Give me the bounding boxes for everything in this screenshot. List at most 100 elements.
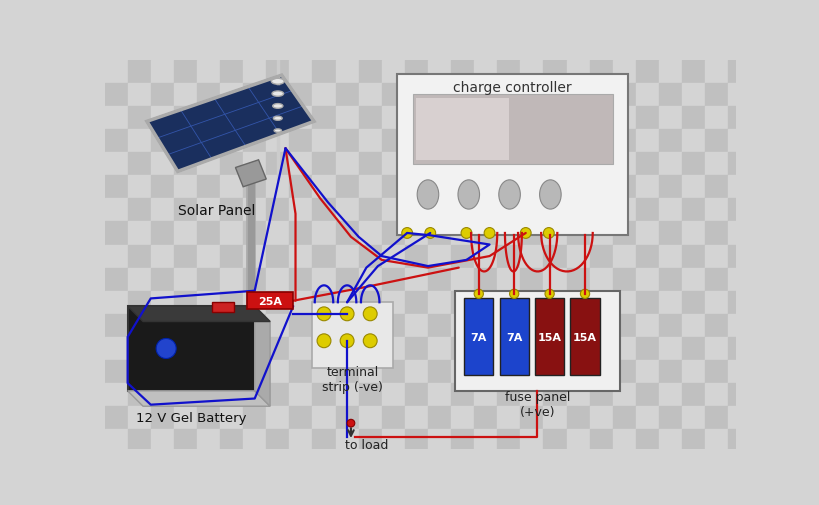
Circle shape [545, 289, 554, 299]
Bar [727, 176, 750, 199]
Bar [105, 199, 128, 222]
Bar [358, 245, 382, 268]
Bar [197, 107, 219, 130]
Bar [105, 153, 128, 176]
Bar [635, 176, 658, 199]
Bar [543, 199, 566, 222]
Bar [450, 176, 473, 199]
Bar [243, 176, 266, 199]
Bar [105, 291, 128, 314]
Bar [681, 360, 704, 383]
Bar [151, 153, 174, 176]
Bar [151, 199, 174, 222]
Bar [428, 429, 450, 452]
Bar [496, 222, 520, 245]
Bar [428, 360, 450, 383]
Bar [428, 153, 450, 176]
Text: to load: to load [344, 438, 387, 451]
Bar [405, 429, 428, 452]
Bar [635, 314, 658, 337]
Bar [266, 314, 289, 337]
Bar [704, 222, 727, 245]
Bar [704, 107, 727, 130]
Bar [473, 61, 496, 84]
Bar [473, 337, 496, 360]
Bar [151, 222, 174, 245]
Bar [105, 222, 128, 245]
Bar [219, 291, 243, 314]
Bar [612, 176, 635, 199]
Bar [197, 314, 219, 337]
Bar [151, 176, 174, 199]
Bar [382, 268, 405, 291]
Bar [405, 268, 428, 291]
Bar [335, 407, 358, 429]
Bar [128, 407, 151, 429]
Bar [151, 383, 174, 407]
Bar [727, 337, 750, 360]
Bar [543, 383, 566, 407]
Bar [266, 176, 289, 199]
Bar [704, 337, 727, 360]
Bar [543, 291, 566, 314]
Bar [635, 268, 658, 291]
Bar [197, 383, 219, 407]
Bar [128, 130, 151, 153]
Bar [289, 245, 312, 268]
FancyBboxPatch shape [455, 291, 620, 391]
Bar [589, 61, 612, 84]
Bar [382, 107, 405, 130]
Bar [727, 268, 750, 291]
Bar [197, 360, 219, 383]
Bar [289, 61, 312, 84]
Bar [704, 84, 727, 107]
Bar [266, 199, 289, 222]
Bar [382, 337, 405, 360]
Bar [358, 199, 382, 222]
Bar [473, 291, 496, 314]
Bar [658, 337, 681, 360]
Bar [219, 337, 243, 360]
Bar [612, 84, 635, 107]
Bar [382, 199, 405, 222]
Bar [151, 407, 174, 429]
Bar [105, 84, 128, 107]
Bar [727, 107, 750, 130]
Bar [151, 245, 174, 268]
Text: Solar Panel: Solar Panel [178, 204, 255, 218]
Bar [405, 130, 428, 153]
Bar [128, 61, 151, 84]
Bar [382, 245, 405, 268]
Bar [428, 245, 450, 268]
Bar [243, 61, 266, 84]
Bar [358, 176, 382, 199]
Bar [128, 307, 255, 391]
Text: fuse panel
(+ve): fuse panel (+ve) [504, 390, 569, 418]
Bar [635, 61, 658, 84]
Bar [473, 245, 496, 268]
Bar [151, 291, 174, 314]
Bar [566, 153, 589, 176]
Bar [289, 291, 312, 314]
Bar [704, 61, 727, 84]
Bar [727, 84, 750, 107]
Bar [151, 337, 174, 360]
Bar [520, 176, 543, 199]
Bar [358, 337, 382, 360]
Text: 7A: 7A [470, 332, 486, 342]
Bar [589, 268, 612, 291]
Ellipse shape [498, 180, 520, 210]
Bar [658, 429, 681, 452]
Bar [428, 383, 450, 407]
Bar [543, 61, 566, 84]
Bar [450, 407, 473, 429]
Bar [520, 314, 543, 337]
Bar [128, 84, 151, 107]
Bar [520, 337, 543, 360]
Bar [243, 268, 266, 291]
Bar [589, 407, 612, 429]
Bar [151, 130, 174, 153]
Bar [543, 222, 566, 245]
Bar [681, 153, 704, 176]
Bar [473, 107, 496, 130]
